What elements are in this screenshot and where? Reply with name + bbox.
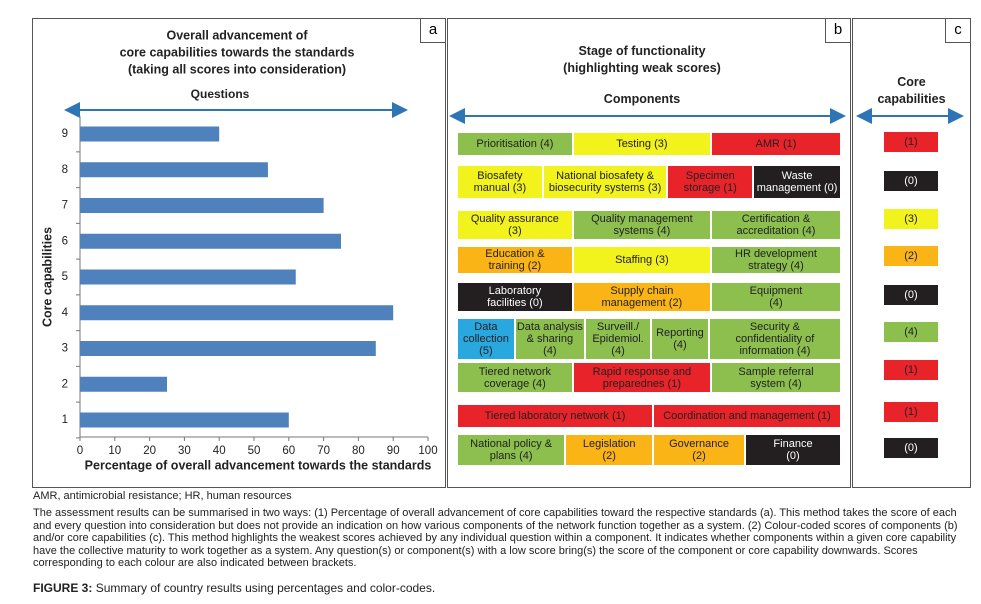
component-box: AMR (1) [710,132,841,156]
component-box: Quality assurance (3) [457,210,573,240]
x-tick-label: 20 [143,445,156,457]
caption-body: The assessment results can be summarised… [33,507,958,570]
y-tick-label: 4 [62,307,69,319]
panel-label: a [420,19,445,43]
capability-score: (2) [883,245,939,267]
x-tick-label: 30 [178,445,191,457]
x-tick-label: 80 [352,445,365,457]
component-box: Reporting (4) [651,318,709,360]
component-box: Tiered laboratory network (1) [457,404,654,428]
y-tick-label: 7 [62,200,68,212]
component-box: Supply chain management (2) [572,282,711,312]
bar [80,376,167,392]
component-box: Tiered network coverage (4) [457,362,573,393]
component-box: Laboratory facilities (0) [457,282,573,312]
component-box: Sample referral system (4) [710,362,841,393]
bar [80,198,324,213]
y-tick-label: 2 [62,378,68,390]
chart-title: Overall advancement of [166,28,308,42]
x-tick-label: 10 [108,445,121,457]
component-box: Governance (2) [653,434,745,466]
bar [80,126,220,142]
bar [80,305,394,321]
panel-b-title: Stage of functionality (highlighting wea… [563,44,721,75]
x-tick-label: 0 [77,445,83,457]
y-tick-label: 5 [62,271,68,283]
component-box: Equipment (4) [710,282,841,312]
bar [80,412,289,428]
panel-label: b [825,19,850,43]
capability-score: (1) [883,359,939,381]
component-box: Data collection (5) [457,318,515,360]
components-label: Components [603,92,681,106]
component-box: Legislation (2) [565,434,654,466]
abbreviations: AMR, antimicrobial resistance; HR, human… [33,490,292,502]
chart-title: core capabilities towards the standards [120,45,355,59]
x-tick-label: 100 [418,445,437,457]
panel-a-frame: a [32,18,446,488]
component-box: Prioritisation (4) [457,132,573,156]
figure-title: Summary of country results using percent… [95,581,436,595]
x-axis-label: Percentage of overall advancement toward… [85,458,432,472]
top-axis-label: Questions [191,87,250,101]
y-tick-label: 6 [62,235,68,247]
y-tick-label: 1 [62,414,68,426]
component-box: Data analysis & sharing (4) [514,318,585,360]
x-tick-label: 50 [248,445,261,457]
capability-score: (3) [883,208,939,230]
component-box: Waste management (0) [753,165,841,199]
x-tick-label: 70 [317,445,330,457]
bar [80,341,376,356]
component-box: Finance (0) [745,434,841,466]
component-box: Coordination and management (1) [653,404,841,428]
component-box: Surveill./ Epidemiol. (4) [585,318,652,360]
component-box: Testing (3) [572,132,711,156]
component-box: National biosafety & biosecurity systems… [542,165,668,199]
panel-c-title: Core capabilities [877,75,946,106]
capability-score: (0) [883,437,939,459]
x-tick-label: 90 [387,445,400,457]
panel-b-frame: b [447,18,851,488]
component-box: Specimen storage (1) [667,165,754,199]
y-tick-label: 8 [62,164,68,176]
capability-score: (1) [883,131,939,153]
component-box: Staffing (3) [572,246,711,274]
y-axis-label: Core capabilities [40,227,54,327]
capability-score: (4) [883,321,939,343]
bar [80,269,296,285]
bar [80,233,341,249]
x-tick-label: 60 [282,445,295,457]
capability-score: (1) [883,401,939,423]
component-box: Certification & accreditation (4) [710,210,841,240]
panel-c-frame: c [852,18,971,488]
y-tick-label: 3 [62,343,68,355]
capability-score: (0) [883,170,939,192]
capability-score: (0) [883,284,939,306]
x-tick-label: 40 [213,445,226,457]
panel-label: c [945,19,970,43]
component-box: Quality management systems (4) [572,210,711,240]
y-tick-label: 9 [62,128,68,140]
chart-title: (taking all scores into consideration) [128,62,346,76]
component-box: Education & training (2) [457,246,573,274]
component-box: HR development strategy (4) [710,246,841,274]
component-box: Biosafety manual (3) [457,165,543,199]
figure-label: FIGURE 3: [33,581,93,595]
figure-caption: FIGURE 3: Summary of country results usi… [33,582,973,595]
component-box: Security & confidentiality of informatio… [708,318,841,360]
component-box: National policy & plans (4) [457,434,566,466]
bar [80,162,268,178]
component-box: Rapid response and preparednes (1) [572,362,711,393]
